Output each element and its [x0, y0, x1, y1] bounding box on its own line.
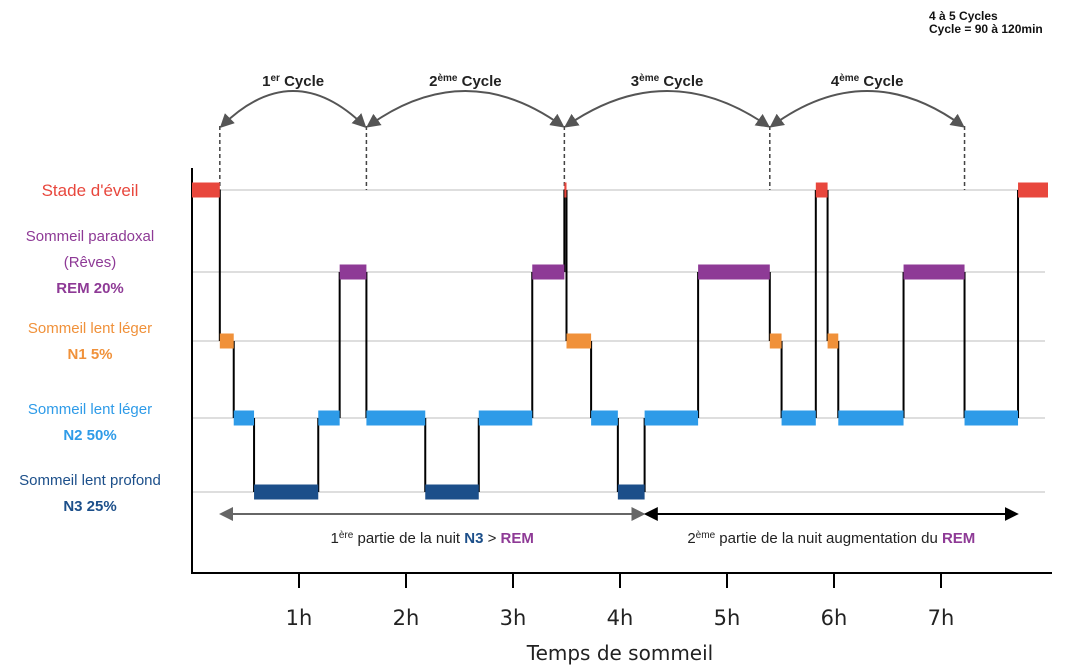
cycle-note-line-1: 4 à 5 Cycles	[929, 9, 998, 23]
cycle-label-1: 1er Cycle	[262, 73, 324, 90]
segment-n2-22	[964, 410, 1019, 426]
night-part-label-1: 1ère partie de la nuit N3 > REM	[331, 530, 534, 547]
segment-n2-4	[318, 410, 340, 426]
cycle-label-4: 4ème Cycle	[831, 73, 904, 90]
stage-label-rem-line-1: (Rêves)	[64, 254, 117, 271]
cycle-arrow-2	[366, 90, 565, 128]
segment-wake-18	[815, 182, 828, 198]
x-tick-label-4h: 4h	[607, 606, 634, 630]
segment-n1-1	[219, 333, 234, 349]
x-axis-ticks: 1h 2h 3h 4h 5h 6h 7h	[286, 573, 955, 630]
cycle-arrows: 1er Cycle 2ème Cycle 3ème Cycle 4ème Cycle	[219, 73, 965, 128]
segment-rem-21	[903, 264, 965, 280]
stage-label-n2: Sommeil lent léger N2 50%	[28, 401, 152, 444]
segment-n2-12	[591, 410, 618, 426]
stage-label-rem-line-2: REM 20%	[56, 280, 124, 297]
segment-rem-15	[698, 264, 770, 280]
cycle-label-2: 2ème Cycle	[429, 73, 502, 90]
stage-label-n1-line-0: Sommeil lent léger	[28, 320, 152, 337]
x-tick-label-6h: 6h	[821, 606, 848, 630]
x-tick-label-2h: 2h	[393, 606, 420, 630]
segment-n2-20	[838, 410, 904, 426]
segment-n3-7	[425, 484, 479, 500]
segment-wake-0	[192, 182, 220, 198]
stage-label-n2-line-1: N2 50%	[63, 427, 116, 444]
segment-wake-23	[1018, 182, 1048, 198]
stage-label-n1-line-1: N1 5%	[67, 346, 112, 363]
stage-bars	[192, 182, 1048, 500]
cycle-boundaries	[219, 126, 966, 190]
segment-n1-16	[769, 333, 782, 349]
x-tick-label-5h: 5h	[714, 606, 741, 630]
segment-n1-11	[566, 333, 592, 349]
stage-label-wake: Stade d'éveil	[42, 181, 139, 200]
segment-rem-9	[532, 264, 565, 280]
segment-n2-14	[644, 410, 699, 426]
stage-label-n3-line-1: N3 25%	[63, 498, 116, 515]
x-tick-label-7h: 7h	[928, 606, 955, 630]
cycle-arrow-3	[564, 90, 771, 128]
x-tick-label-3h: 3h	[500, 606, 527, 630]
stage-label-n3: Sommeil lent profond N3 25%	[19, 472, 161, 515]
night-parts: 1ère partie de la nuit N3 > REM 2ème part…	[219, 507, 1019, 547]
segment-n2-17	[781, 410, 816, 426]
segment-n2-6	[366, 410, 426, 426]
cycle-note: 4 à 5 Cycles Cycle = 90 à 120min	[929, 9, 1043, 36]
segment-wake-10	[564, 182, 567, 198]
segment-n1-19	[827, 333, 839, 349]
segment-n3-13	[617, 484, 645, 500]
cycle-arrow-1	[219, 90, 367, 128]
segment-n2-8	[478, 410, 533, 426]
stage-label-rem: Sommeil paradoxal (Rêves) REM 20%	[26, 228, 154, 297]
segment-rem-5	[339, 264, 367, 280]
segment-n3-3	[254, 484, 319, 500]
cycle-label-3: 3ème Cycle	[631, 73, 704, 90]
cycle-note-line-2: Cycle = 90 à 120min	[929, 22, 1043, 36]
segment-n2-2	[233, 410, 255, 426]
night-part-label-2: 2ème partie de la nuit augmentation du R…	[687, 530, 975, 547]
stage-label-wake-line-0: Stade d'éveil	[42, 181, 139, 200]
x-axis-label: Temps de sommeil	[526, 641, 713, 665]
stage-label-n1: Sommeil lent léger N1 5%	[28, 320, 152, 363]
hypnogram-trace	[191, 168, 1020, 492]
stage-label-rem-line-0: Sommeil paradoxal	[26, 228, 154, 245]
stage-label-n3-line-0: Sommeil lent profond	[19, 472, 161, 489]
stage-labels: Stade d'éveil Sommeil paradoxal (Rêves) REM…	[19, 181, 161, 515]
stage-label-n2-line-0: Sommeil lent léger	[28, 401, 152, 418]
x-tick-label-1h: 1h	[286, 606, 313, 630]
axes	[191, 168, 1052, 574]
cycle-arrow-4	[769, 90, 965, 128]
